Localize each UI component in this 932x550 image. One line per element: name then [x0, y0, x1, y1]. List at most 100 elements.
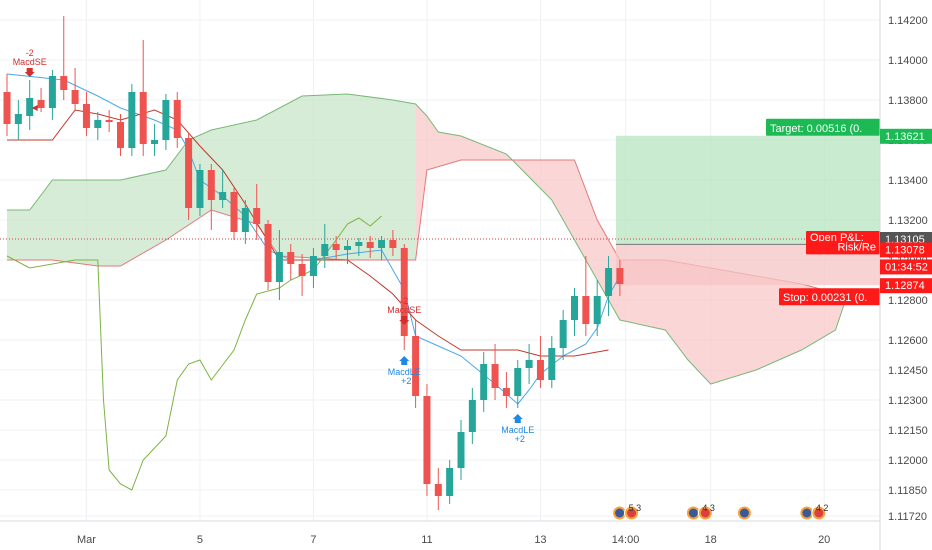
candle[interactable]	[298, 254, 306, 296]
candle[interactable]	[139, 40, 147, 156]
candle[interactable]	[468, 388, 476, 444]
candle-body[interactable]	[264, 224, 272, 282]
candle[interactable]	[616, 260, 624, 296]
candle[interactable]	[366, 236, 374, 258]
candle-body[interactable]	[332, 244, 340, 250]
candle[interactable]	[332, 236, 340, 260]
candle[interactable]	[287, 244, 295, 280]
candle[interactable]	[37, 88, 45, 112]
candle[interactable]	[264, 220, 272, 290]
candle[interactable]	[173, 92, 181, 148]
candle-body[interactable]	[275, 252, 283, 282]
candle[interactable]	[253, 184, 261, 240]
candle[interactable]	[117, 114, 124, 156]
candle[interactable]	[60, 16, 68, 100]
candle-body[interactable]	[605, 268, 613, 296]
candle[interactable]	[491, 344, 499, 400]
candle[interactable]	[434, 468, 442, 510]
candle-body[interactable]	[412, 336, 420, 396]
candle-body[interactable]	[457, 432, 465, 468]
candle[interactable]	[605, 256, 613, 316]
candle[interactable]	[502, 372, 510, 408]
candle[interactable]	[26, 80, 34, 130]
candle[interactable]	[3, 74, 11, 136]
candle-body[interactable]	[366, 242, 374, 248]
candle-body[interactable]	[117, 122, 124, 148]
candle-body[interactable]	[185, 138, 193, 208]
candle-body[interactable]	[571, 296, 578, 320]
candle-body[interactable]	[219, 192, 227, 200]
candle[interactable]	[275, 230, 283, 300]
candle[interactable]	[344, 240, 351, 264]
candle-body[interactable]	[582, 296, 590, 324]
candle[interactable]	[457, 420, 465, 480]
candle-body[interactable]	[309, 256, 317, 276]
candle-body[interactable]	[423, 396, 431, 484]
candle-body[interactable]	[60, 76, 68, 90]
candle[interactable]	[400, 244, 408, 350]
candle[interactable]	[105, 110, 113, 132]
candle-body[interactable]	[3, 92, 11, 124]
candle-body[interactable]	[287, 252, 295, 264]
candle[interactable]	[219, 170, 227, 208]
candle-body[interactable]	[525, 360, 533, 368]
candle[interactable]	[196, 164, 204, 216]
candle[interactable]	[582, 256, 590, 336]
candle-body[interactable]	[139, 92, 147, 144]
candle-body[interactable]	[355, 242, 363, 246]
candle-body[interactable]	[344, 246, 351, 250]
candle[interactable]	[525, 344, 533, 384]
candle[interactable]	[321, 224, 329, 268]
candle[interactable]	[536, 336, 544, 388]
candle[interactable]	[378, 236, 386, 260]
candle[interactable]	[309, 248, 317, 288]
candle[interactable]	[593, 280, 601, 336]
candle-body[interactable]	[173, 100, 181, 138]
candle[interactable]	[423, 384, 431, 496]
candle-body[interactable]	[491, 364, 499, 388]
candle-body[interactable]	[468, 400, 476, 432]
candle-body[interactable]	[434, 484, 442, 496]
candle[interactable]	[185, 134, 193, 220]
candle-body[interactable]	[400, 248, 408, 336]
candle-body[interactable]	[196, 170, 204, 208]
candle[interactable]	[514, 360, 522, 408]
candles[interactable]	[3, 16, 624, 510]
candle[interactable]	[446, 460, 454, 504]
event-badge[interactable]: 5 3	[612, 503, 642, 521]
candle[interactable]	[548, 336, 556, 388]
candle-body[interactable]	[94, 120, 102, 128]
candle-body[interactable]	[536, 360, 544, 380]
candle[interactable]	[241, 200, 249, 244]
candle[interactable]	[571, 288, 578, 336]
candle-body[interactable]	[71, 90, 79, 104]
candle[interactable]	[151, 124, 159, 156]
event-badge[interactable]	[736, 505, 752, 521]
candle-body[interactable]	[14, 114, 22, 124]
candle-body[interactable]	[241, 208, 249, 232]
candle-body[interactable]	[105, 120, 113, 122]
x-axis[interactable]: Mar 5 7 11 13 14:00 18 20	[77, 534, 830, 546]
candle[interactable]	[71, 68, 79, 110]
candle-body[interactable]	[389, 240, 397, 248]
candle[interactable]	[559, 310, 567, 360]
event-badge[interactable]: 4 3	[685, 503, 715, 521]
candle-body[interactable]	[502, 388, 510, 396]
candle-body[interactable]	[616, 268, 624, 284]
candle[interactable]	[480, 352, 488, 412]
candle-body[interactable]	[548, 348, 556, 380]
candle-body[interactable]	[151, 140, 159, 144]
candle-body[interactable]	[26, 98, 34, 116]
candle-body[interactable]	[480, 364, 488, 400]
candle-body[interactable]	[378, 240, 386, 248]
candle-body[interactable]	[446, 468, 454, 496]
candle[interactable]	[230, 188, 238, 240]
candle[interactable]	[207, 164, 215, 230]
candle[interactable]	[355, 238, 363, 256]
candle[interactable]	[94, 112, 102, 140]
candle[interactable]	[14, 100, 22, 140]
candle-body[interactable]	[82, 104, 90, 128]
candle-body[interactable]	[207, 170, 215, 200]
candle[interactable]	[48, 70, 56, 120]
